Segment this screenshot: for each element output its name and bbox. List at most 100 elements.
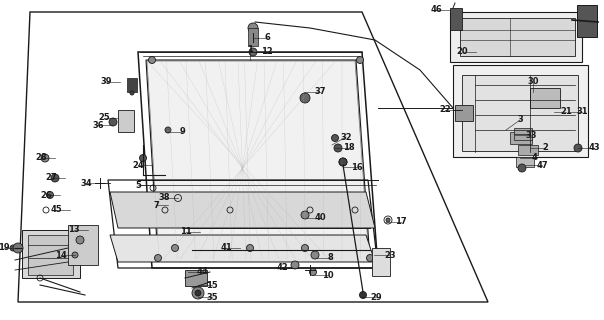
Text: 29: 29 bbox=[370, 292, 382, 301]
Text: 9: 9 bbox=[179, 127, 185, 137]
Text: 16: 16 bbox=[351, 163, 363, 172]
FancyBboxPatch shape bbox=[450, 12, 582, 62]
FancyBboxPatch shape bbox=[68, 225, 98, 265]
Text: 18: 18 bbox=[343, 143, 355, 153]
Circle shape bbox=[10, 245, 16, 251]
Text: 19: 19 bbox=[0, 244, 10, 252]
Text: 41: 41 bbox=[220, 244, 232, 252]
FancyBboxPatch shape bbox=[510, 132, 532, 144]
Circle shape bbox=[339, 158, 347, 166]
Circle shape bbox=[165, 127, 171, 133]
Text: 12: 12 bbox=[261, 47, 273, 57]
Text: 38: 38 bbox=[158, 194, 170, 203]
Text: 15: 15 bbox=[206, 281, 218, 290]
Text: 34: 34 bbox=[80, 179, 92, 188]
Text: 21: 21 bbox=[560, 108, 572, 116]
Text: 1: 1 bbox=[247, 45, 253, 54]
Text: 3: 3 bbox=[517, 116, 523, 124]
Text: 22: 22 bbox=[439, 106, 451, 115]
FancyBboxPatch shape bbox=[518, 145, 538, 155]
Circle shape bbox=[109, 118, 117, 126]
Circle shape bbox=[356, 57, 364, 63]
Text: 42: 42 bbox=[276, 263, 288, 273]
Circle shape bbox=[130, 91, 134, 95]
Text: 30: 30 bbox=[527, 77, 539, 86]
Circle shape bbox=[47, 191, 54, 198]
FancyBboxPatch shape bbox=[460, 18, 575, 56]
Circle shape bbox=[172, 244, 179, 252]
Polygon shape bbox=[147, 61, 369, 259]
Text: 37: 37 bbox=[314, 87, 326, 97]
Text: 40: 40 bbox=[314, 213, 326, 222]
Text: 25: 25 bbox=[98, 114, 110, 123]
Circle shape bbox=[301, 211, 309, 219]
Text: 26: 26 bbox=[40, 190, 52, 199]
FancyBboxPatch shape bbox=[185, 270, 207, 286]
Text: 35: 35 bbox=[206, 292, 218, 301]
Text: 10: 10 bbox=[322, 270, 334, 279]
Circle shape bbox=[195, 290, 201, 296]
Polygon shape bbox=[110, 192, 375, 228]
Text: 4: 4 bbox=[532, 154, 538, 163]
Text: 13: 13 bbox=[68, 226, 80, 235]
FancyBboxPatch shape bbox=[28, 235, 73, 275]
FancyBboxPatch shape bbox=[453, 65, 588, 157]
FancyBboxPatch shape bbox=[455, 105, 473, 121]
Text: 14: 14 bbox=[55, 251, 67, 260]
Circle shape bbox=[359, 292, 367, 299]
Circle shape bbox=[309, 268, 316, 276]
Circle shape bbox=[339, 158, 347, 166]
Circle shape bbox=[301, 244, 309, 252]
Circle shape bbox=[72, 252, 78, 258]
Polygon shape bbox=[110, 235, 375, 262]
Text: 24: 24 bbox=[132, 161, 144, 170]
Text: 8: 8 bbox=[327, 253, 333, 262]
Circle shape bbox=[334, 144, 342, 152]
Circle shape bbox=[332, 134, 338, 141]
Circle shape bbox=[140, 155, 147, 162]
Text: 47: 47 bbox=[536, 161, 548, 170]
FancyBboxPatch shape bbox=[127, 78, 137, 92]
FancyBboxPatch shape bbox=[118, 110, 134, 132]
FancyBboxPatch shape bbox=[462, 75, 578, 151]
FancyBboxPatch shape bbox=[248, 28, 258, 46]
Circle shape bbox=[155, 254, 161, 261]
Text: 11: 11 bbox=[180, 228, 192, 236]
Circle shape bbox=[192, 287, 204, 299]
Circle shape bbox=[249, 48, 257, 56]
FancyBboxPatch shape bbox=[530, 88, 560, 108]
Circle shape bbox=[386, 218, 390, 222]
Circle shape bbox=[291, 261, 299, 269]
Text: 7: 7 bbox=[153, 201, 159, 210]
Text: 28: 28 bbox=[35, 154, 47, 163]
Circle shape bbox=[311, 251, 319, 259]
Text: 36: 36 bbox=[92, 121, 104, 130]
Circle shape bbox=[13, 243, 23, 253]
Text: 32: 32 bbox=[340, 132, 352, 141]
Text: 6: 6 bbox=[264, 34, 270, 43]
Text: 23: 23 bbox=[384, 251, 396, 260]
Circle shape bbox=[41, 154, 49, 162]
Circle shape bbox=[300, 93, 310, 103]
Text: 44: 44 bbox=[196, 268, 208, 276]
Text: 31: 31 bbox=[576, 108, 588, 116]
FancyBboxPatch shape bbox=[514, 128, 532, 140]
Text: 39: 39 bbox=[100, 77, 112, 86]
FancyBboxPatch shape bbox=[516, 157, 534, 167]
Text: 2: 2 bbox=[542, 143, 548, 153]
Circle shape bbox=[76, 236, 84, 244]
Circle shape bbox=[248, 23, 258, 33]
Text: 20: 20 bbox=[456, 47, 468, 57]
Circle shape bbox=[51, 174, 59, 182]
FancyBboxPatch shape bbox=[22, 230, 80, 278]
Circle shape bbox=[518, 164, 526, 172]
Text: 33: 33 bbox=[525, 131, 537, 140]
Circle shape bbox=[246, 244, 254, 252]
Circle shape bbox=[149, 57, 155, 63]
Text: 43: 43 bbox=[588, 143, 600, 153]
FancyBboxPatch shape bbox=[577, 5, 597, 37]
FancyBboxPatch shape bbox=[372, 248, 390, 276]
Text: 45: 45 bbox=[50, 205, 62, 214]
FancyBboxPatch shape bbox=[450, 8, 462, 30]
Text: 27: 27 bbox=[45, 173, 57, 182]
